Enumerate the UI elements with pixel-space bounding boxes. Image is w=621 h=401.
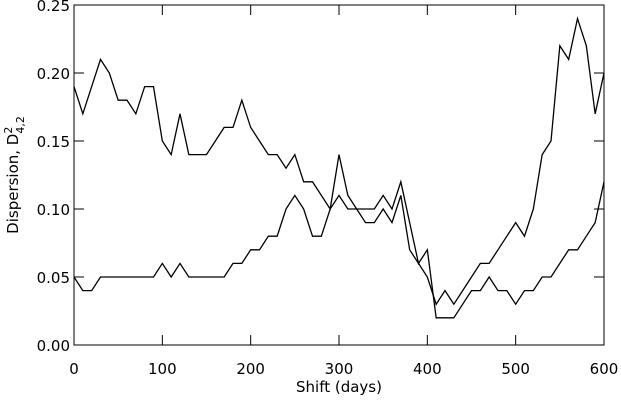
y-tick-label: 0.10 xyxy=(37,201,70,219)
y-tick-label: 0.20 xyxy=(37,65,70,83)
x-tick-label: 0 xyxy=(69,360,79,378)
x-tick-label: 200 xyxy=(236,360,265,378)
y-tick-label: 0.00 xyxy=(37,337,70,355)
y-tick-label: 0.15 xyxy=(37,133,70,151)
data-line xyxy=(73,179,605,319)
y-axis-label-sub: 4,2 xyxy=(14,116,27,134)
x-tick-label: 400 xyxy=(413,360,442,378)
y-axis-label-main: Dispersion, D xyxy=(4,134,22,234)
x-tick-label: 500 xyxy=(501,360,530,378)
y-axis-label-sup: 2 xyxy=(2,127,15,134)
y-tick-label: 0.25 xyxy=(37,0,70,15)
x-tick-label: 600 xyxy=(590,360,619,378)
x-tick-label: 300 xyxy=(325,360,354,378)
plot-frame xyxy=(73,4,605,346)
y-axis-label: Dispersion, D24,2 xyxy=(2,116,27,234)
x-tick-label: 100 xyxy=(148,360,177,378)
data-line xyxy=(73,16,605,306)
y-tick-label: 0.05 xyxy=(37,269,70,287)
x-axis-label: Shift (days) xyxy=(296,378,382,396)
